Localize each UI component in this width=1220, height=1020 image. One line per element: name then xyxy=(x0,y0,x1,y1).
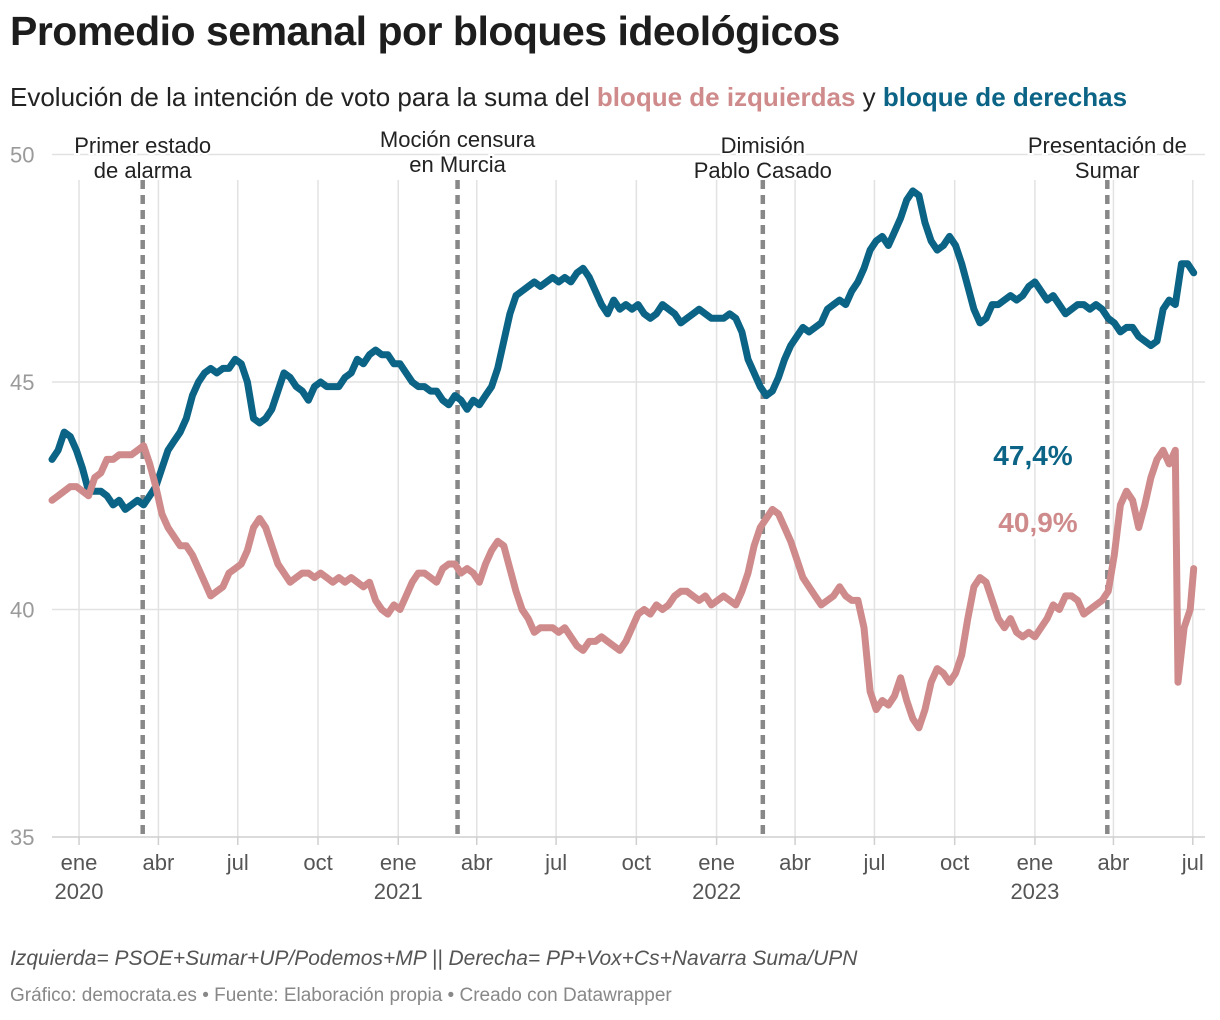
series-line-derecha xyxy=(48,187,1198,513)
x-tick-label: ene xyxy=(61,850,98,875)
end-label-derecha: 47,4% xyxy=(993,440,1072,471)
chart-subtitle: Evolución de la intención de voto para l… xyxy=(10,82,1127,113)
y-tick-label: 35 xyxy=(10,825,34,850)
x-tick-label: oct xyxy=(622,850,651,875)
x-tick-label: jul xyxy=(1181,850,1204,875)
y-tick-label: 50 xyxy=(10,143,34,168)
end-label-izquierda: 40,9% xyxy=(998,507,1077,538)
subtitle-connector: y xyxy=(855,82,883,112)
x-tick-label: ene xyxy=(1017,850,1054,875)
x-tick-year: 2023 xyxy=(1010,879,1059,904)
chart-credits: Gráfico: democrata.es • Fuente: Elaborac… xyxy=(10,985,672,1006)
subtitle-izquierda: bloque de izquierdas xyxy=(596,82,856,112)
event-label: de alarma xyxy=(94,158,193,183)
x-tick-label: jul xyxy=(544,850,567,875)
x-tick-label: ene xyxy=(698,850,735,875)
x-tick-label: abr xyxy=(1098,850,1130,875)
y-tick-label: 40 xyxy=(10,598,34,623)
event-label: Pablo Casado xyxy=(694,158,832,183)
x-tick-label: ene xyxy=(380,850,417,875)
event-label: Dimisión xyxy=(721,133,805,158)
event-label: Presentación de xyxy=(1028,133,1187,158)
x-tick-label: abr xyxy=(143,850,175,875)
x-tick-label: abr xyxy=(461,850,493,875)
x-tick-label: abr xyxy=(779,850,811,875)
chart-notes: Izquierda= PSOE+Sumar+UP/Podemos+MP || D… xyxy=(10,947,858,970)
chart-title: Promedio semanal por bloques ideológicos xyxy=(10,8,840,54)
line-chart: 35 40 45 50 ene 2020 abr jul oct ene 2021 abr jul oct… xyxy=(10,125,1205,904)
x-tick-label: oct xyxy=(303,850,332,875)
series-line-izquierda xyxy=(48,442,1198,732)
subtitle-prefix: Evolución de la intención de voto para l… xyxy=(10,82,597,112)
x-tick-label: jul xyxy=(226,850,249,875)
y-tick-label: 45 xyxy=(10,370,34,395)
event-label: Primer estado xyxy=(74,133,211,158)
x-tick-year: 2022 xyxy=(692,879,741,904)
x-tick-label: jul xyxy=(862,850,885,875)
x-tick-year: 2021 xyxy=(374,879,423,904)
event-label: en Murcia xyxy=(409,152,506,177)
x-tick-year: 2020 xyxy=(55,879,104,904)
event-label: Moción censura xyxy=(380,127,536,152)
event-label: Sumar xyxy=(1075,158,1140,183)
x-tick-label: oct xyxy=(940,850,969,875)
subtitle-derecha: bloque de derechas xyxy=(882,82,1128,112)
